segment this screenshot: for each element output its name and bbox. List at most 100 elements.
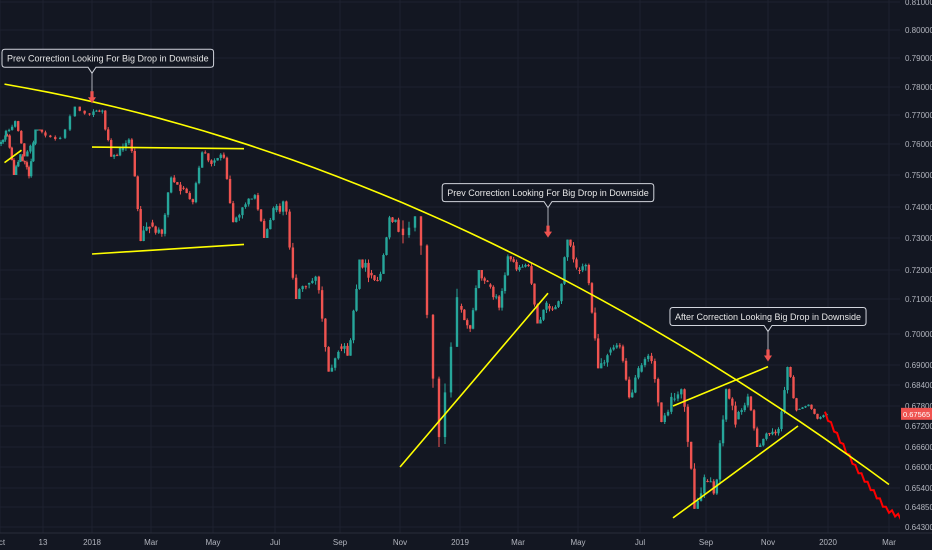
candle-body — [253, 195, 257, 199]
candle-body — [63, 129, 67, 138]
candle-body — [566, 239, 569, 258]
y-tick-label: 0.80000 — [905, 26, 932, 35]
candle-body — [216, 157, 219, 161]
candle-body — [603, 362, 606, 364]
candle-body — [463, 309, 466, 321]
candle-body — [627, 379, 631, 398]
candle-body — [188, 193, 191, 200]
candle-body — [185, 188, 188, 194]
candle-body — [693, 468, 696, 509]
trendline-wedge-bottom[interactable] — [672, 425, 799, 519]
price-axis[interactable]: 0.64300 0.64850 0.65400 0.66000 0.66600 0.672… — [900, 0, 932, 550]
x-tick-label: May — [570, 538, 585, 547]
annotation-label: Prev Correction Looking For Big Drop in … — [447, 188, 649, 198]
candle-body — [624, 360, 628, 380]
candle-body — [324, 318, 327, 348]
candle-body — [819, 417, 822, 419]
candle-body — [506, 256, 510, 276]
candle-body — [373, 275, 376, 281]
annotation-callout[interactable] — [1, 48, 215, 75]
candle-body — [228, 178, 232, 204]
y-tick-label: 0.67200 — [905, 422, 932, 431]
annotation-callout[interactable] — [441, 183, 655, 209]
candle-body — [340, 346, 343, 349]
candle-body — [231, 203, 235, 223]
candle-body — [596, 338, 600, 369]
candle-body — [807, 404, 810, 407]
candle-body — [500, 291, 504, 308]
candle-body — [777, 428, 780, 434]
candle-body — [724, 389, 728, 420]
candle-body — [101, 110, 104, 112]
candle-body — [29, 161, 33, 177]
candle-body — [10, 126, 14, 130]
y-tick-label: 0.66000 — [905, 463, 932, 472]
candle-body — [670, 396, 673, 412]
candle-body — [95, 110, 98, 112]
candle-body — [364, 262, 367, 268]
candle-body — [235, 217, 238, 223]
candle-body — [486, 280, 489, 282]
y-tick-label: 0.76000 — [905, 140, 932, 149]
candle-body — [391, 217, 394, 222]
candle-body — [804, 406, 807, 408]
candle-body — [480, 270, 483, 279]
candle-body — [460, 306, 463, 310]
x-tick-label: Mar — [144, 538, 158, 547]
candle-body — [49, 135, 52, 138]
candle-body — [728, 389, 731, 399]
candle-body — [569, 239, 572, 246]
candle-body — [536, 304, 539, 324]
candle-body — [397, 219, 400, 232]
candle-body — [272, 208, 275, 220]
candle-body — [774, 431, 777, 434]
candle-body — [262, 220, 266, 238]
x-tick-label: 2019 — [451, 538, 469, 547]
candle-body — [718, 443, 722, 480]
candle-body — [130, 139, 134, 151]
candle-body — [358, 259, 361, 289]
candle-body — [266, 229, 269, 238]
trendline-descending-curve[interactable] — [4, 83, 890, 486]
candle-body — [241, 207, 244, 216]
candle-body — [219, 154, 222, 158]
candle-body — [474, 288, 478, 311]
trendline-early-support[interactable] — [4, 149, 22, 164]
candle-body — [173, 177, 176, 183]
candle-body — [78, 106, 81, 111]
candle-body — [780, 411, 783, 429]
candle-body — [673, 398, 676, 400]
candle-body — [109, 140, 113, 157]
candle-body — [244, 204, 247, 207]
candle-body — [54, 137, 57, 139]
candle-body — [492, 286, 495, 298]
candle-body — [73, 106, 77, 117]
candle-body — [689, 441, 693, 469]
candle-body — [801, 407, 804, 409]
candle-body — [34, 129, 37, 144]
trendline-wedge-top[interactable] — [672, 365, 769, 407]
candle-body — [425, 245, 429, 315]
trendline-rising-support-2019[interactable] — [399, 292, 549, 468]
candle-body — [783, 390, 786, 412]
candle-body — [27, 167, 31, 177]
time-axis[interactable]: ct 13 2018 Mar May Jul Sep Nov 2019 Mar May Jul Sep N… — [0, 532, 932, 550]
y-tick-label: 0.75000 — [905, 171, 932, 180]
candle-body — [160, 229, 164, 234]
candle-body — [2, 139, 5, 143]
y-tick-label: 0.64850 — [905, 503, 932, 512]
candle-body — [317, 276, 321, 291]
candle-body — [385, 237, 388, 255]
candle-body — [419, 216, 423, 246]
trendline-range-bottom[interactable] — [91, 243, 245, 255]
candle-body — [515, 261, 518, 270]
candle-body — [145, 226, 148, 231]
candle-body — [352, 310, 355, 341]
candle-body — [115, 155, 119, 157]
x-tick-label: 2020 — [819, 538, 837, 547]
y-tick-label: 0.72000 — [905, 266, 932, 275]
annotation-callout[interactable] — [669, 306, 867, 333]
trendline-range-top[interactable] — [91, 146, 245, 150]
candle-body — [468, 325, 472, 329]
